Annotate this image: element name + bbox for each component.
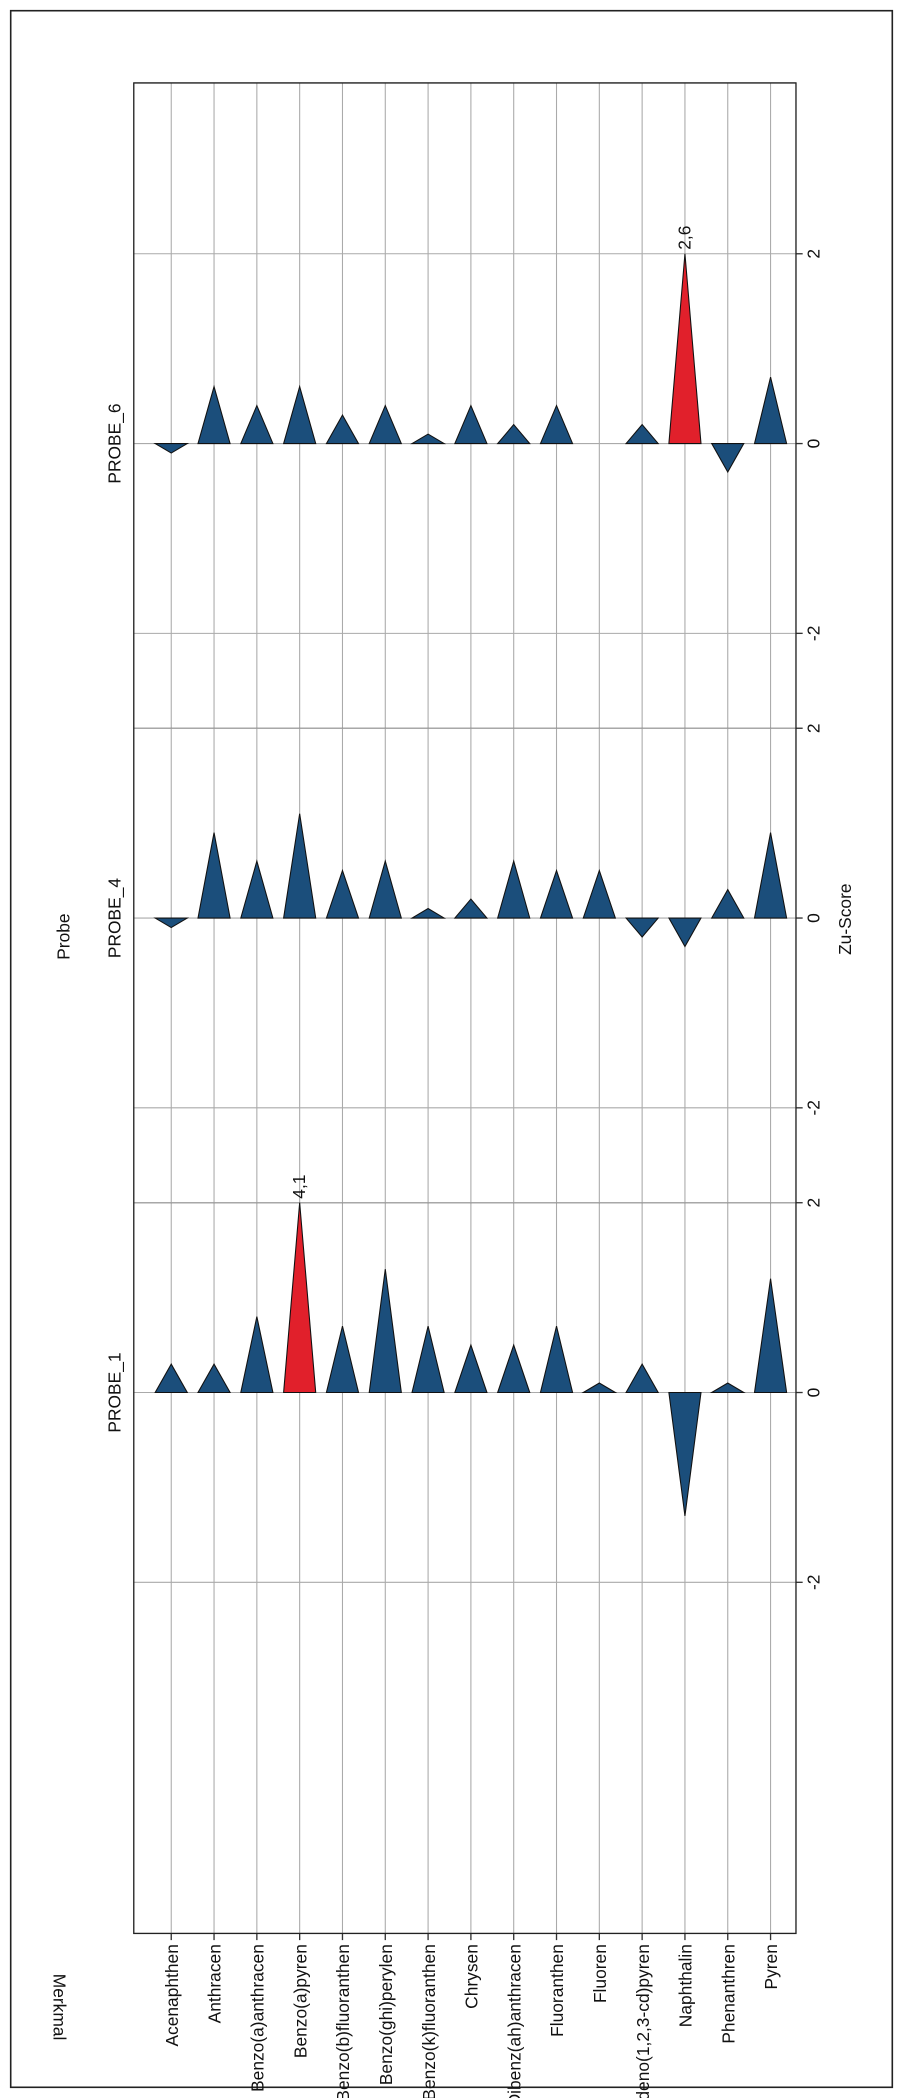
category-label: Anthracen <box>205 1944 225 2023</box>
panel-title: PROBE_6 <box>104 403 124 483</box>
y-tick-label: -2 <box>803 626 823 641</box>
x-axis-label: Merkmal <box>50 1974 70 2041</box>
category-label: Benzo(a)pyren <box>290 1944 310 2058</box>
triangle-bar <box>753 832 788 919</box>
triangle-bar <box>154 1362 189 1394</box>
category-label: Pyren <box>761 1944 781 1989</box>
value-label: 2,6 <box>674 226 694 250</box>
triangle-bar <box>453 898 489 919</box>
triangle-bar <box>496 423 531 445</box>
category-label: Benzo(b)fluoranthen <box>333 1944 353 2098</box>
triangle-bar <box>710 443 745 474</box>
triangle-bar <box>624 423 660 445</box>
triangle-bar <box>753 377 788 445</box>
y-tick-label: 0 <box>803 913 823 923</box>
y-tick-label: 2 <box>803 249 823 259</box>
y-tick-label: -2 <box>803 1100 823 1115</box>
triangle-bar <box>240 1316 274 1394</box>
category-label: Fluoren <box>590 1944 610 2003</box>
triangle-bar <box>667 917 702 948</box>
y-tick-label: -2 <box>803 1575 823 1590</box>
y-tick-label: 2 <box>803 723 823 733</box>
triangle-bar <box>368 404 403 445</box>
y-tick-label: 2 <box>803 1198 823 1208</box>
triangle-bar <box>753 1278 788 1394</box>
triangle-bar <box>668 1391 702 1516</box>
triangle-bar <box>410 433 447 445</box>
triangle-bar <box>325 414 360 445</box>
plot-frame <box>133 82 797 1935</box>
triangle-bar <box>197 384 231 445</box>
triangle-bar <box>581 1382 618 1394</box>
category-label: Benzo(a)anthracen <box>248 1944 268 2092</box>
triangle-bar <box>153 443 190 454</box>
y-tick-label: 0 <box>803 439 823 449</box>
triangle-bar <box>197 832 231 919</box>
triangle-bar <box>539 404 574 445</box>
y-tick-label: 0 <box>803 1388 823 1398</box>
triangle-bar <box>582 868 617 919</box>
triangle-bar <box>496 859 531 919</box>
triangle-bar <box>625 1362 660 1394</box>
category-label: Benzo(ghi)perylen <box>376 1944 396 2085</box>
chart-title: Probe <box>54 913 74 959</box>
category-label: Fluoranthen <box>547 1944 567 2037</box>
category-label: Naphthalin <box>676 1944 696 2027</box>
triangle-bar <box>411 1325 445 1394</box>
category-label: Dibenz(ah)anthracen <box>504 1944 524 2098</box>
triangle-bar <box>668 253 702 445</box>
triangle-bar <box>368 1269 402 1394</box>
triangle-bar <box>282 384 317 445</box>
category-label: Acenaphthen <box>162 1944 182 2046</box>
page-border <box>9 9 894 2089</box>
category-label: Benzo(k)fluoranthen <box>419 1944 439 2098</box>
category-label: Indeno(1,2,3-cd)pyren <box>633 1944 653 2098</box>
category-label: Phenanthren <box>718 1944 738 2044</box>
triangle-bar <box>454 1343 488 1394</box>
triangle-bar <box>410 907 447 919</box>
triangle-bar <box>539 1325 574 1394</box>
triangle-bar <box>282 813 317 919</box>
triangle-bar <box>197 1362 232 1394</box>
triangle-bar <box>709 1382 746 1394</box>
panel-title: PROBE_4 <box>104 878 124 958</box>
triangle-bar <box>153 917 190 929</box>
triangle-bar <box>240 859 274 919</box>
triangle-bar <box>496 1343 531 1394</box>
triangle-bar <box>454 404 488 445</box>
triangle-bar <box>325 868 360 919</box>
triangle-bar <box>710 888 745 919</box>
triangle-bar <box>624 917 660 938</box>
triangle-bar <box>539 868 574 919</box>
y-axis-label: Zu-Score <box>835 883 855 954</box>
category-label: Chrysen <box>462 1944 482 2009</box>
panel-title: PROBE_1 <box>104 1352 124 1432</box>
triangle-bar <box>239 404 274 445</box>
triangle-bar <box>368 859 403 919</box>
triangle-bar <box>325 1325 360 1394</box>
triangle-bar <box>283 1202 317 1394</box>
value-label: 4,1 <box>289 1175 309 1199</box>
